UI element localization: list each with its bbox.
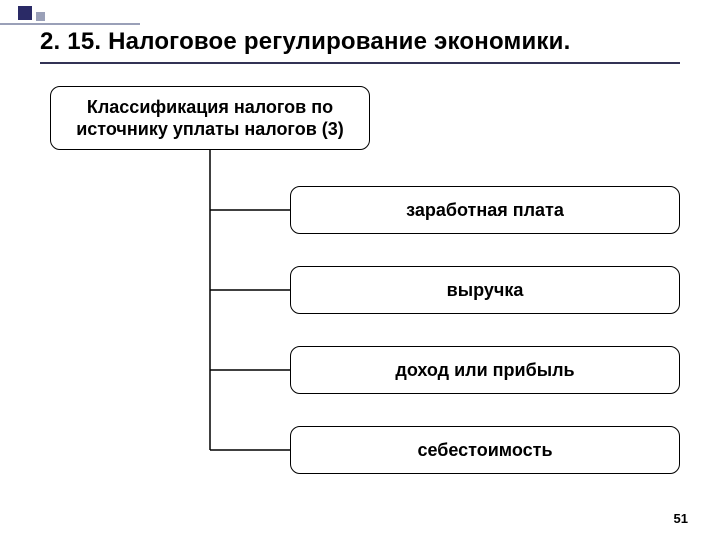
child-box-4: себестоимость bbox=[290, 426, 680, 474]
slide: 2. 15. Налоговое регулирование экономики… bbox=[0, 0, 720, 540]
child-box-3: доход или прибыль bbox=[290, 346, 680, 394]
child-label-4: себестоимость bbox=[417, 439, 552, 462]
child-label-1: заработная плата bbox=[406, 199, 564, 222]
slide-title: 2. 15. Налоговое регулирование экономики… bbox=[40, 28, 680, 64]
page-number: 51 bbox=[674, 511, 688, 526]
child-box-1: заработная плата bbox=[290, 186, 680, 234]
root-box: Классификация налогов по источнику уплат… bbox=[50, 86, 370, 150]
classification-diagram: Классификация налогов по источнику уплат… bbox=[40, 86, 680, 476]
root-label: Классификация налогов по источнику уплат… bbox=[61, 96, 359, 141]
child-box-2: выручка bbox=[290, 266, 680, 314]
child-label-3: доход или прибыль bbox=[395, 359, 574, 382]
child-label-2: выручка bbox=[447, 279, 524, 302]
